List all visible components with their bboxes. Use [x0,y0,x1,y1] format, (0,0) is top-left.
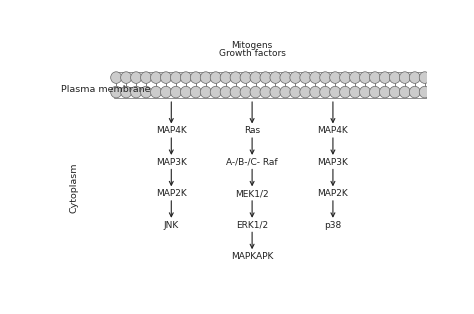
Text: Growth factors: Growth factors [219,49,285,57]
Ellipse shape [379,86,391,98]
Ellipse shape [409,86,420,98]
Ellipse shape [120,72,132,84]
Ellipse shape [220,86,231,98]
Ellipse shape [210,72,221,84]
Ellipse shape [339,72,351,84]
Ellipse shape [399,86,410,98]
Ellipse shape [330,86,341,98]
Ellipse shape [290,86,301,98]
Ellipse shape [180,86,191,98]
Ellipse shape [310,86,321,98]
Ellipse shape [360,72,371,84]
Ellipse shape [260,86,271,98]
Ellipse shape [339,86,351,98]
Ellipse shape [399,72,410,84]
Ellipse shape [260,72,271,84]
Ellipse shape [360,86,371,98]
Ellipse shape [180,72,191,84]
Ellipse shape [120,86,132,98]
Ellipse shape [310,72,321,84]
Ellipse shape [270,72,281,84]
Ellipse shape [250,72,261,84]
Ellipse shape [210,86,221,98]
Ellipse shape [240,72,251,84]
Ellipse shape [250,86,261,98]
Ellipse shape [110,72,122,84]
Text: Mitogens: Mitogens [231,41,273,50]
Text: Plasma membrane: Plasma membrane [61,85,151,94]
Ellipse shape [330,72,341,84]
Ellipse shape [140,72,152,84]
Text: JNK: JNK [164,220,179,230]
Ellipse shape [300,86,311,98]
Ellipse shape [370,72,381,84]
Ellipse shape [140,86,152,98]
Text: MAP4K: MAP4K [318,126,348,135]
Ellipse shape [300,72,311,84]
Ellipse shape [110,86,122,98]
Text: MAP2K: MAP2K [318,189,348,198]
Ellipse shape [230,72,241,84]
Text: MAP3K: MAP3K [156,158,187,167]
Ellipse shape [290,72,301,84]
Ellipse shape [240,86,251,98]
Text: MAP2K: MAP2K [156,189,187,198]
Ellipse shape [190,86,201,98]
Text: p38: p38 [324,220,342,230]
Ellipse shape [370,86,381,98]
Text: MEK1/2: MEK1/2 [235,189,269,198]
Ellipse shape [319,72,331,84]
Ellipse shape [230,86,241,98]
Text: Cytoplasm: Cytoplasm [70,162,78,213]
Ellipse shape [150,72,162,84]
Ellipse shape [409,72,420,84]
Ellipse shape [390,86,401,98]
Ellipse shape [220,72,231,84]
Ellipse shape [379,72,391,84]
Ellipse shape [200,86,211,98]
Text: MAP3K: MAP3K [318,158,348,167]
Ellipse shape [200,72,211,84]
Ellipse shape [160,72,172,84]
Text: ERK1/2: ERK1/2 [236,220,268,230]
Ellipse shape [390,72,401,84]
Ellipse shape [350,72,361,84]
Ellipse shape [270,86,281,98]
Text: MAPKAPK: MAPKAPK [231,252,273,261]
Text: A-/B-/C- Raf: A-/B-/C- Raf [226,158,278,167]
Ellipse shape [160,86,172,98]
Ellipse shape [419,86,430,98]
Ellipse shape [319,86,331,98]
Ellipse shape [419,72,430,84]
Ellipse shape [350,86,361,98]
Ellipse shape [170,86,182,98]
Text: MAP4K: MAP4K [156,126,187,135]
Ellipse shape [150,86,162,98]
Ellipse shape [280,72,291,84]
Ellipse shape [130,86,142,98]
Text: Ras: Ras [244,126,260,135]
Ellipse shape [130,72,142,84]
Ellipse shape [190,72,201,84]
Ellipse shape [170,72,182,84]
Ellipse shape [280,86,291,98]
